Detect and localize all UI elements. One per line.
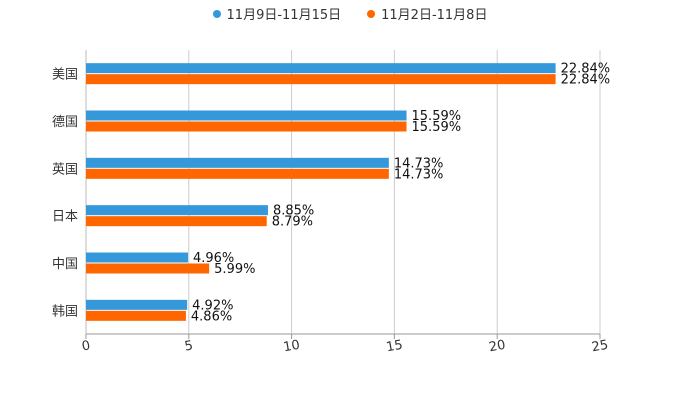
x-tick-label-3: 15 [385, 338, 404, 356]
data-label-s2-0: 22.84% [561, 73, 611, 88]
bar-s2-1 [86, 121, 407, 132]
legend-marker-series-2 [367, 9, 376, 18]
bar-s2-2 [86, 168, 389, 179]
category-label-4: 中国 [52, 257, 78, 272]
legend-label-series-2: 11月2日-11月8日 [381, 8, 488, 23]
data-label-s2-5: 4.86% [191, 309, 232, 324]
x-tick-label-0: 0 [81, 338, 92, 354]
legend: 11月9日-11月15日 11月2日-11月8日 [0, 4, 700, 23]
data-label-s1-5: 4.92% [192, 298, 233, 313]
data-label-s2-4: 5.99% [214, 262, 255, 277]
x-tick-label-2: 10 [282, 338, 301, 356]
bar-s1-2 [86, 157, 389, 168]
data-label-s1-2: 14.73% [394, 156, 444, 171]
bar-s1-0 [86, 63, 556, 74]
x-tick-label-5: 25 [591, 338, 610, 356]
data-label-s1-4: 4.96% [193, 251, 234, 266]
bar-s2-4 [86, 263, 210, 274]
data-label-s1-0: 22.84% [561, 62, 611, 77]
bar-s2-5 [86, 310, 186, 321]
category-label-1: 德国 [52, 115, 78, 130]
x-tick-label-4: 20 [488, 338, 507, 356]
bar-s1-1 [86, 110, 407, 121]
data-label-s2-2: 14.73% [394, 167, 444, 182]
legend-item-series-1[interactable]: 11月9日-11月15日 [212, 4, 342, 23]
bar-s2-3 [86, 216, 267, 227]
bar-s1-4 [86, 252, 188, 263]
legend-marker-series-1 [212, 9, 221, 18]
bar-s2-0 [86, 74, 556, 85]
bar-s1-5 [86, 299, 188, 310]
data-label-s2-3: 8.79% [272, 215, 313, 230]
data-label-s1-1: 15.59% [412, 109, 462, 124]
x-tick-label-1: 5 [184, 338, 195, 354]
bar-s1-3 [86, 205, 268, 216]
category-label-2: 英国 [52, 162, 78, 177]
category-label-0: 美国 [52, 68, 78, 83]
data-label-s1-3: 8.85% [273, 204, 314, 219]
legend-label-series-1: 11月9日-11月15日 [226, 8, 342, 23]
category-label-5: 韩国 [52, 304, 78, 319]
data-label-s2-1: 15.59% [412, 120, 462, 135]
legend-item-series-2[interactable]: 11月2日-11月8日 [367, 4, 487, 23]
category-label-3: 日本 [52, 210, 78, 225]
